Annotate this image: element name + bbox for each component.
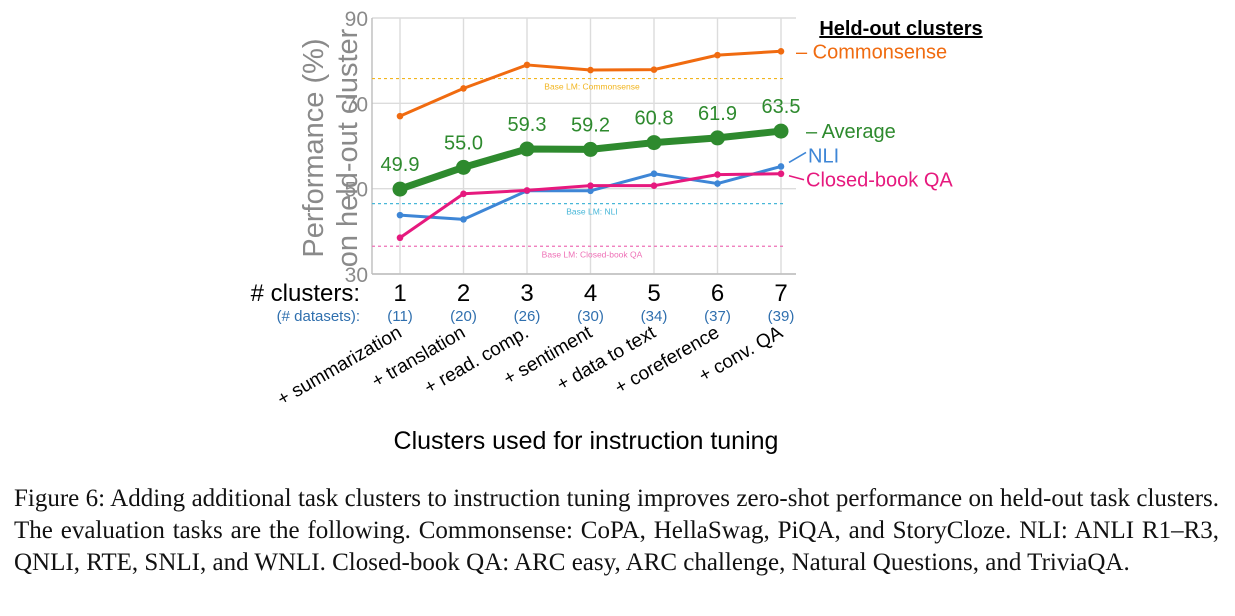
series: 49.9 55.0 59.3 59.2 60.8 61.9 63.5 (381, 47, 801, 242)
x-tick-label: 1 (393, 280, 406, 307)
data-point (714, 51, 721, 59)
data-point (714, 171, 721, 178)
baseline-label: Base LM: Closed-book QA (542, 249, 643, 259)
data-label: 49.9 (381, 154, 420, 176)
x-axis-label: Clusters used for instruction tuning (394, 427, 779, 455)
y-axis-label-line2: on held-out cluster (332, 28, 364, 267)
data-point (460, 190, 467, 198)
data-point (460, 216, 467, 223)
data-label: 61.9 (698, 103, 737, 125)
baselines: Base LM: Commonsense Base LM: NLI Base LM:… (372, 77, 786, 259)
data-point (646, 135, 662, 151)
legend-title: Held-out clusters (819, 18, 982, 40)
chart: Base LM: Commonsense Base LM: NLI Base LM:… (251, 8, 983, 455)
data-label: 63.5 (762, 96, 801, 118)
data-point (456, 159, 471, 175)
data-point (777, 170, 785, 178)
data-point (392, 181, 408, 197)
data-point (650, 170, 658, 178)
data-point (583, 141, 598, 157)
x-tick-label: 5 (647, 280, 660, 307)
data-point (523, 187, 531, 194)
data-point (519, 141, 535, 157)
data-point (710, 130, 725, 146)
y-axis-label-line1: Performance (%) (298, 38, 330, 257)
data-point (777, 47, 785, 55)
data-point (396, 211, 404, 219)
datasets-label: (# datasets): (277, 308, 360, 325)
x-tick-label: 2 (457, 280, 470, 307)
baseline-label: Base LM: NLI (566, 207, 618, 217)
legend-label: NLI (808, 145, 839, 167)
data-point (587, 187, 594, 195)
x-tick-label: 6 (711, 280, 724, 307)
data-point (773, 123, 789, 139)
dataset-count-label: (37) (704, 308, 731, 325)
data-point (523, 61, 531, 69)
data-point (777, 163, 785, 170)
data-point (714, 180, 721, 187)
y-tick-label: 50 (345, 179, 368, 202)
x-tick-label: 4 (584, 280, 597, 307)
legend: Held-out clusters – Commonsense NLI Closed… (788, 18, 983, 192)
data-label: 60.8 (635, 108, 674, 130)
data-point (650, 66, 658, 73)
dataset-count-label: (26) (514, 308, 541, 325)
legend-label: – Commonsense (796, 41, 947, 63)
legend-connector (788, 151, 807, 164)
figure-caption: Figure 6: Adding additional task cluster… (14, 485, 1219, 576)
data-label: 55.0 (444, 132, 483, 154)
data-label: 59.3 (508, 114, 547, 136)
y-tick-label: 90 (345, 8, 368, 31)
y-tick-label: 30 (345, 264, 368, 287)
y-tick-label: 70 (345, 93, 368, 116)
legend-label: Closed-book QA (806, 170, 953, 192)
clusters-label: # clusters: (251, 280, 360, 307)
x-tick-label: 7 (774, 280, 787, 307)
data-label: 59.2 (571, 114, 610, 136)
data-point (396, 112, 404, 120)
dataset-count-label: (34) (641, 308, 668, 325)
legend-label: – Average (806, 121, 896, 143)
data-point (396, 234, 404, 242)
legend-connector (788, 174, 805, 181)
dataset-count-label: (39) (768, 308, 795, 325)
data-point (460, 85, 467, 92)
dataset-count-label: (30) (577, 308, 604, 325)
dataset-count-label: (11) (387, 308, 413, 325)
dataset-count-label: (20) (450, 308, 477, 325)
data-point (650, 182, 658, 189)
y-ticks: 30 50 70 90 (345, 8, 368, 287)
data-point (587, 182, 594, 189)
baseline-label: Base LM: Commonsense (544, 82, 640, 92)
x-tick-label: 3 (520, 280, 533, 307)
data-point (587, 66, 594, 74)
